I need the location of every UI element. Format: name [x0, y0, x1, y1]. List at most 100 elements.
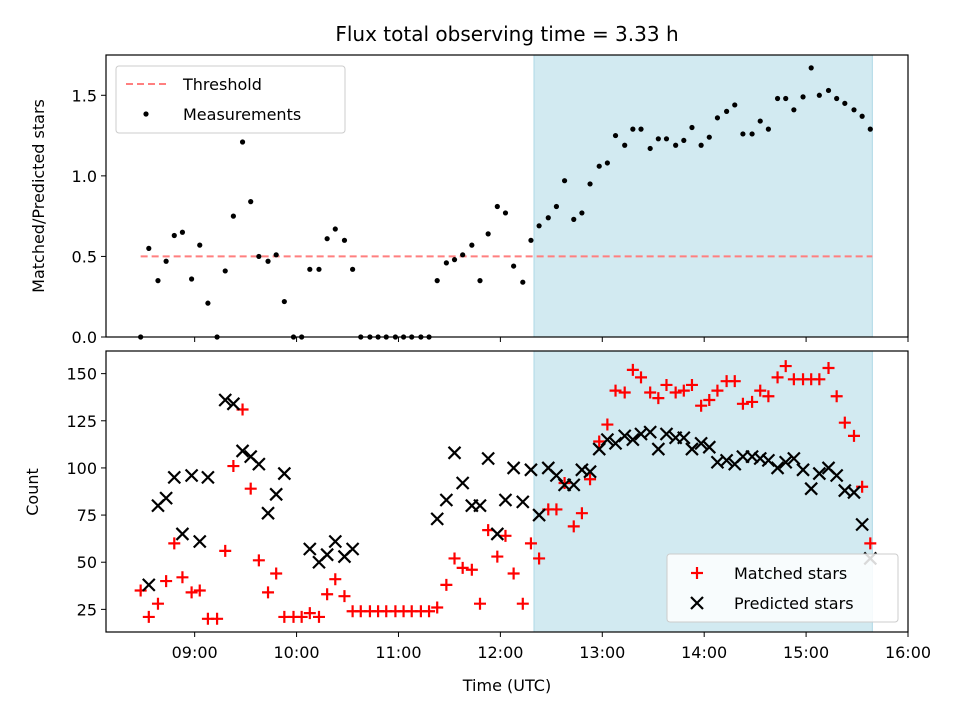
matched-stars-point	[669, 386, 682, 399]
top-y-tick-label: 0.5	[72, 247, 97, 266]
matched-stars-point	[736, 397, 749, 410]
matched-stars-point	[685, 378, 698, 391]
matched-stars-point	[754, 384, 767, 397]
measurements-point	[163, 258, 169, 264]
measurements-point	[511, 263, 517, 269]
matched-stars-point	[176, 571, 189, 584]
predicted-stars-point	[600, 432, 615, 447]
measurements-point	[332, 226, 338, 232]
matched-stars-point	[423, 605, 436, 618]
matched-stars-point	[779, 360, 792, 373]
measurements-point	[494, 203, 500, 210]
matched-stars-point	[440, 578, 453, 591]
matched-stars-point	[262, 586, 275, 599]
predicted-stars-point	[829, 468, 844, 483]
matched-stars-point	[626, 363, 639, 376]
measurements-point	[197, 242, 203, 248]
predicted-stars-point	[804, 481, 818, 496]
top-panel: 0.0 0.5 1.0 1.5 Matched/Predicted stars Thr…	[29, 54, 909, 347]
matched-stars-point	[771, 371, 784, 384]
matched-stars-point	[185, 586, 198, 599]
measurements-point	[443, 260, 449, 266]
measurements-point	[222, 268, 228, 274]
measurements-point	[520, 279, 526, 285]
measurements-point	[596, 163, 602, 169]
measurements-point	[155, 278, 161, 284]
matched-stars-point	[635, 371, 648, 384]
predicted-stars-point	[778, 455, 793, 470]
matched-stars-point	[338, 590, 351, 603]
matched-stars-point	[448, 552, 461, 565]
matched-stars-point	[695, 399, 708, 412]
measurements-point	[571, 216, 577, 222]
predicted-stars-point	[659, 427, 674, 441]
measurements-point	[273, 252, 279, 258]
predicted-stars-point	[566, 478, 581, 492]
measurements-point	[146, 245, 152, 251]
measurements-point	[324, 236, 330, 242]
legend-predicted-swatch	[690, 596, 704, 610]
predicted-stars-point	[142, 578, 156, 592]
top-legend-box	[115, 65, 346, 134]
predicted-stars-point	[651, 442, 666, 456]
measurements-point	[706, 134, 712, 140]
measurements-point	[663, 136, 670, 142]
predicted-stars-point	[303, 542, 317, 556]
x-tick-label: 09:00	[172, 643, 218, 662]
matched-stars-point	[584, 473, 597, 486]
matched-stars-point	[193, 584, 206, 597]
measurements-point	[655, 136, 661, 142]
bottom-y-tick-label: 25	[77, 600, 97, 619]
matched-stars-point	[329, 573, 342, 586]
predicted-stars-point	[201, 470, 215, 485]
matched-stars-point	[168, 537, 181, 550]
predicted-stars-point	[498, 493, 513, 507]
predicted-stars-point	[269, 487, 283, 502]
matched-stars-point	[703, 394, 716, 407]
matched-stars-point	[244, 482, 257, 495]
measurements-point	[859, 113, 865, 119]
measurements-point	[681, 137, 687, 144]
matched-stars-point	[142, 610, 155, 623]
predicted-stars-point	[447, 446, 462, 460]
measurements-point	[612, 132, 619, 139]
matched-stars-point	[830, 390, 843, 403]
predicted-stars-point	[430, 512, 444, 526]
predicted-stars-point	[167, 470, 182, 485]
measurements-point	[791, 107, 797, 113]
x-tick-label: 12:00	[477, 643, 523, 662]
matched-stars-point	[499, 529, 512, 542]
legend-matched-label: Matched stars	[734, 564, 847, 583]
measurements-point	[451, 257, 458, 263]
bottom-y-axis-label: Count	[23, 468, 42, 516]
measurements-point	[528, 237, 534, 243]
measurements-point	[230, 213, 236, 219]
predicted-stars-point	[328, 534, 343, 549]
measurements-point	[307, 266, 313, 272]
top-panel-frame	[105, 54, 909, 338]
matched-stars-point	[864, 537, 877, 550]
predicted-stars-point	[506, 461, 521, 475]
matched-stars-point	[813, 373, 826, 386]
top-shaded-span	[533, 54, 873, 338]
predicted-stars-point	[524, 463, 538, 477]
matched-stars-point	[762, 390, 775, 403]
bottom-y-tick-label: 50	[77, 553, 97, 572]
bottom-y-tick-label: 125	[66, 412, 97, 431]
matched-stars-point	[211, 612, 224, 625]
matched-stars-point	[838, 416, 851, 429]
measurements-point	[749, 131, 755, 137]
measurements-point	[698, 142, 704, 148]
predicted-stars-point	[235, 444, 250, 458]
measurements-point	[774, 95, 781, 102]
matched-stars-point	[303, 607, 316, 620]
predicted-stars-point	[608, 436, 623, 451]
measurements-point	[179, 229, 186, 235]
predicted-stars-point	[770, 461, 785, 475]
measurements-point	[171, 232, 177, 239]
predicted-stars-point	[175, 527, 190, 541]
measurements-point	[842, 100, 848, 106]
matched-stars-point	[711, 384, 724, 397]
predicted-stars-point	[847, 485, 861, 500]
